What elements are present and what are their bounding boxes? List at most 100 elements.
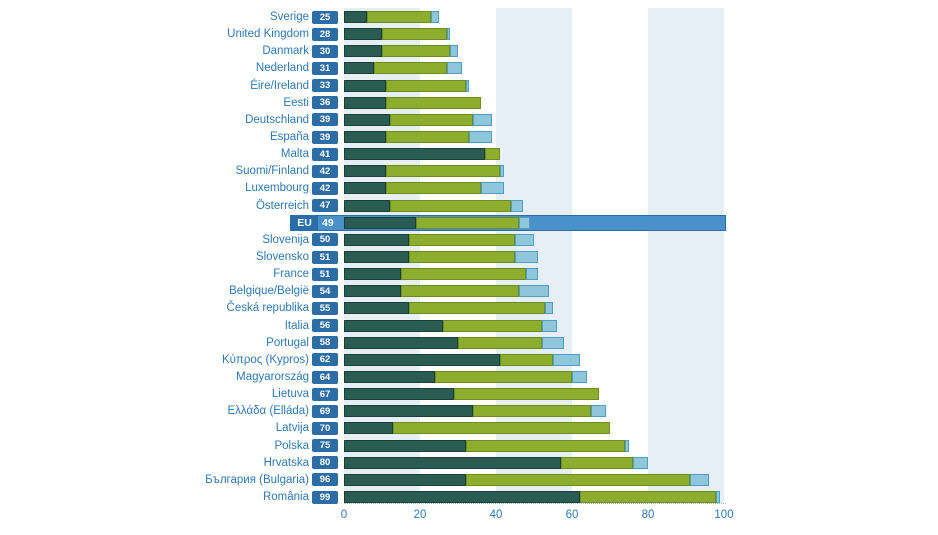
value-badge: 62: [312, 353, 338, 367]
value-badge: 50: [312, 233, 338, 247]
bar-olive-green-segment: [465, 473, 690, 486]
bar-light-blue-segment: [625, 439, 629, 452]
country-label: Κύπρος (Kypros): [221, 353, 309, 366]
value-badge: 56: [312, 319, 338, 333]
bar-olive-green-segment: [389, 113, 474, 126]
country-label: Deutschland: [245, 113, 309, 126]
bar-dark-teal-segment: [344, 148, 485, 161]
bar-light-blue-segment: [526, 268, 538, 281]
country-label: Belgique/België: [229, 285, 309, 298]
bar-dark-teal-segment: [344, 456, 561, 469]
bar-dark-teal-segment: [344, 113, 390, 126]
country-label: United Kingdom: [227, 28, 309, 41]
value-badge: 96: [312, 473, 338, 487]
bar-olive-green-segment: [458, 336, 542, 349]
country-label: España: [269, 131, 309, 143]
bar-olive-green-segment: [560, 456, 633, 469]
bar-olive-green-segment: [499, 353, 553, 366]
value-badge: 99: [312, 490, 338, 504]
bar-light-blue-segment: [553, 353, 580, 366]
bar-olive-green-segment: [382, 28, 447, 41]
value-badge: 36: [312, 96, 338, 110]
bar-dark-teal-segment: [344, 233, 409, 246]
bar-light-blue-segment: [515, 233, 534, 246]
value-badge: 42: [312, 164, 338, 178]
value-badge: 47: [312, 199, 338, 213]
bar-light-blue-segment: [511, 199, 523, 212]
value-badge: 39: [312, 113, 338, 127]
value-badge: 51: [312, 250, 338, 264]
bar-olive-green-segment: [385, 79, 466, 92]
value-badge: 58: [312, 336, 338, 350]
bar-dark-teal-segment: [344, 11, 367, 23]
bar-light-blue-segment: [545, 302, 553, 315]
value-badge: 30: [312, 44, 338, 58]
bar-olive-green-segment: [385, 96, 481, 109]
bar-dark-teal-segment: [344, 165, 386, 178]
bar-light-blue-segment: [446, 28, 451, 41]
bar-dark-teal-segment: [344, 422, 394, 435]
bar-dark-teal-segment: [344, 182, 386, 195]
bar-light-blue-segment: [450, 45, 458, 58]
bar-dark-teal-segment: [344, 405, 474, 418]
bar-dark-teal-segment: [344, 491, 580, 503]
bar-dark-teal-segment: [344, 96, 386, 109]
bar-light-blue-segment: [446, 62, 462, 75]
bar-olive-green-segment: [465, 439, 626, 452]
country-label: Hrvatska: [263, 456, 309, 469]
country-label: Portugal: [266, 336, 309, 349]
bar-olive-green-segment: [408, 233, 515, 246]
country-label: Slovensko: [255, 251, 309, 263]
bar-olive-green-segment: [473, 405, 591, 418]
x-axis-tick: 40: [489, 509, 503, 521]
country-label: Suomi/Finland: [235, 165, 309, 178]
value-badge: 41: [312, 147, 338, 161]
bar-dark-teal-segment: [344, 371, 436, 383]
bar-olive-green-segment: [385, 131, 470, 143]
bar-light-blue-segment: [541, 319, 557, 332]
country-label: България (Bulgaria): [205, 473, 309, 486]
axis-baseline: [344, 503, 726, 504]
bar-olive-green-segment: [408, 251, 515, 263]
bar-olive-green-segment: [408, 302, 546, 315]
value-badge: 31: [312, 61, 338, 75]
country-label: România: [262, 491, 309, 503]
country-label: Österreich: [255, 199, 309, 212]
value-badge: 64: [312, 370, 338, 384]
country-label: Italia: [284, 319, 309, 332]
eu-value-badge: 49: [322, 216, 334, 229]
bar-olive-green-segment: [435, 371, 572, 383]
country-label: Nederland: [255, 62, 309, 75]
bar-dark-teal-segment: [344, 439, 466, 452]
bar-light-blue-segment: [518, 285, 550, 298]
bar-light-blue-segment: [632, 456, 648, 469]
value-badge: 25: [312, 10, 338, 24]
country-label: Danmark: [262, 45, 309, 58]
value-badge: 69: [312, 404, 338, 418]
bar-olive-green-segment: [374, 62, 447, 75]
country-label: Ελλάδα (Elláda): [227, 405, 309, 418]
bar-olive-green-segment: [454, 388, 599, 401]
bar-light-blue-segment: [431, 11, 439, 23]
bar-olive-green-segment: [385, 165, 500, 178]
value-badge: 54: [312, 284, 338, 298]
bar-dark-teal-segment: [344, 285, 401, 298]
bar-olive-green-segment: [416, 216, 519, 229]
bar-olive-green-segment: [401, 268, 527, 281]
country-label: Luxembourg: [245, 182, 309, 195]
country-label: Magyarország: [236, 371, 309, 383]
bar-light-blue-segment: [465, 79, 470, 92]
value-badge: 75: [312, 439, 338, 453]
x-axis-tick: 60: [565, 509, 579, 521]
bar-dark-teal-segment: [344, 216, 417, 229]
bar-light-blue-segment: [716, 491, 721, 503]
bar-light-blue-segment: [480, 182, 504, 195]
country-label: Lietuva: [271, 388, 309, 401]
bar-light-blue-segment: [572, 371, 588, 383]
bar-dark-teal-segment: [344, 336, 458, 349]
bar-olive-green-segment: [385, 182, 481, 195]
bar-dark-teal-segment: [344, 62, 375, 75]
country-label: Slovenija: [262, 233, 309, 246]
bar-light-blue-segment: [515, 251, 538, 263]
bar-dark-teal-segment: [344, 251, 409, 263]
